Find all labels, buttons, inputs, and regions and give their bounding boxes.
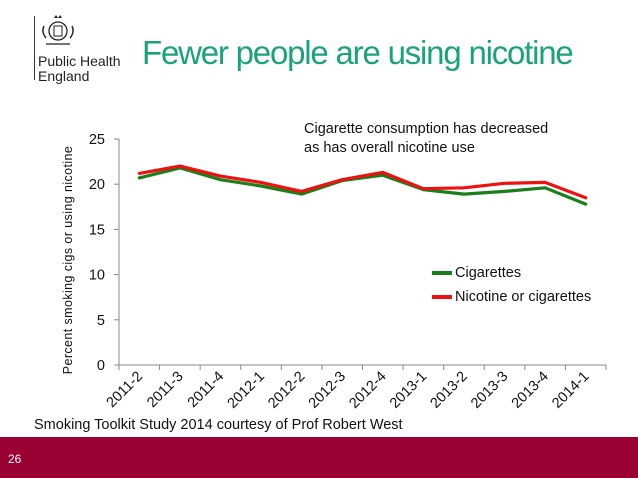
x-tick-label: 2013-4	[509, 369, 552, 412]
y-tick-label: 25	[89, 132, 105, 148]
series-line-nicotine	[137, 164, 588, 200]
annotation-line1: Cigarette consumption has decreased	[304, 121, 549, 137]
chart-annotation: Cigarette consumption has decreased as h…	[304, 120, 548, 158]
y-tick-label: 0	[97, 358, 105, 374]
chart-legend: Cigarettes Nicotine or cigarettes	[432, 261, 591, 309]
y-tick-labels: 0 5 10 15 20 25	[89, 132, 105, 374]
y-tick-label: 10	[89, 268, 105, 284]
page-number: 26	[8, 452, 22, 466]
logo-divider	[34, 16, 35, 80]
x-tick-label: 2013-3	[468, 369, 511, 412]
x-tick-label: 2012-1	[225, 369, 268, 412]
footer-bar: 26	[0, 437, 638, 478]
y-tick-label: 5	[97, 313, 105, 329]
org-name-line2: England	[38, 68, 90, 84]
x-tick-label: 2011-4	[185, 369, 227, 411]
org-name-line1: Public Health	[38, 53, 121, 69]
y-axis-label: Percent smoking cigs or using nicotine	[61, 146, 75, 375]
y-tick-label: 15	[89, 222, 105, 238]
legend-swatch-cigarettes	[432, 271, 452, 275]
y-tick-label: 20	[89, 177, 105, 193]
source-note: Smoking Toolkit Study 2014 courtesy of P…	[34, 417, 403, 433]
x-tick-label: 2012-4	[346, 369, 389, 412]
slide-title: Fewer people are using nicotine	[142, 34, 574, 71]
legend-item-cigarettes: Cigarettes	[432, 261, 591, 285]
series-lines	[137, 164, 588, 206]
legend-item-nicotine: Nicotine or cigarettes	[432, 285, 591, 309]
x-tick-label: 2013-1	[387, 369, 430, 412]
x-tick-label: 2014-1	[549, 369, 592, 412]
x-tick-label: 2012-2	[265, 369, 308, 412]
x-tick-label: 2013-2	[428, 369, 471, 412]
royal-crest-icon	[42, 15, 74, 45]
x-tick-label: 2011-2	[104, 369, 146, 411]
phe-logo: Public Health England	[14, 14, 134, 84]
x-tick-label: 2012-3	[306, 369, 349, 412]
legend-label-nicotine: Nicotine or cigarettes	[455, 289, 592, 305]
legend-label-cigarettes: Cigarettes	[455, 265, 522, 281]
chart-axes	[114, 138, 607, 370]
org-name: Public Health England	[38, 54, 121, 84]
x-tick-label: 2011-3	[144, 369, 186, 411]
legend-swatch-nicotine	[432, 295, 452, 299]
series-line-cigarettes	[137, 166, 588, 206]
x-tick-labels: 2011-22011-32011-42012-12012-22012-32012…	[104, 369, 593, 412]
annotation-line2: as has overall nicotine use	[304, 140, 475, 156]
